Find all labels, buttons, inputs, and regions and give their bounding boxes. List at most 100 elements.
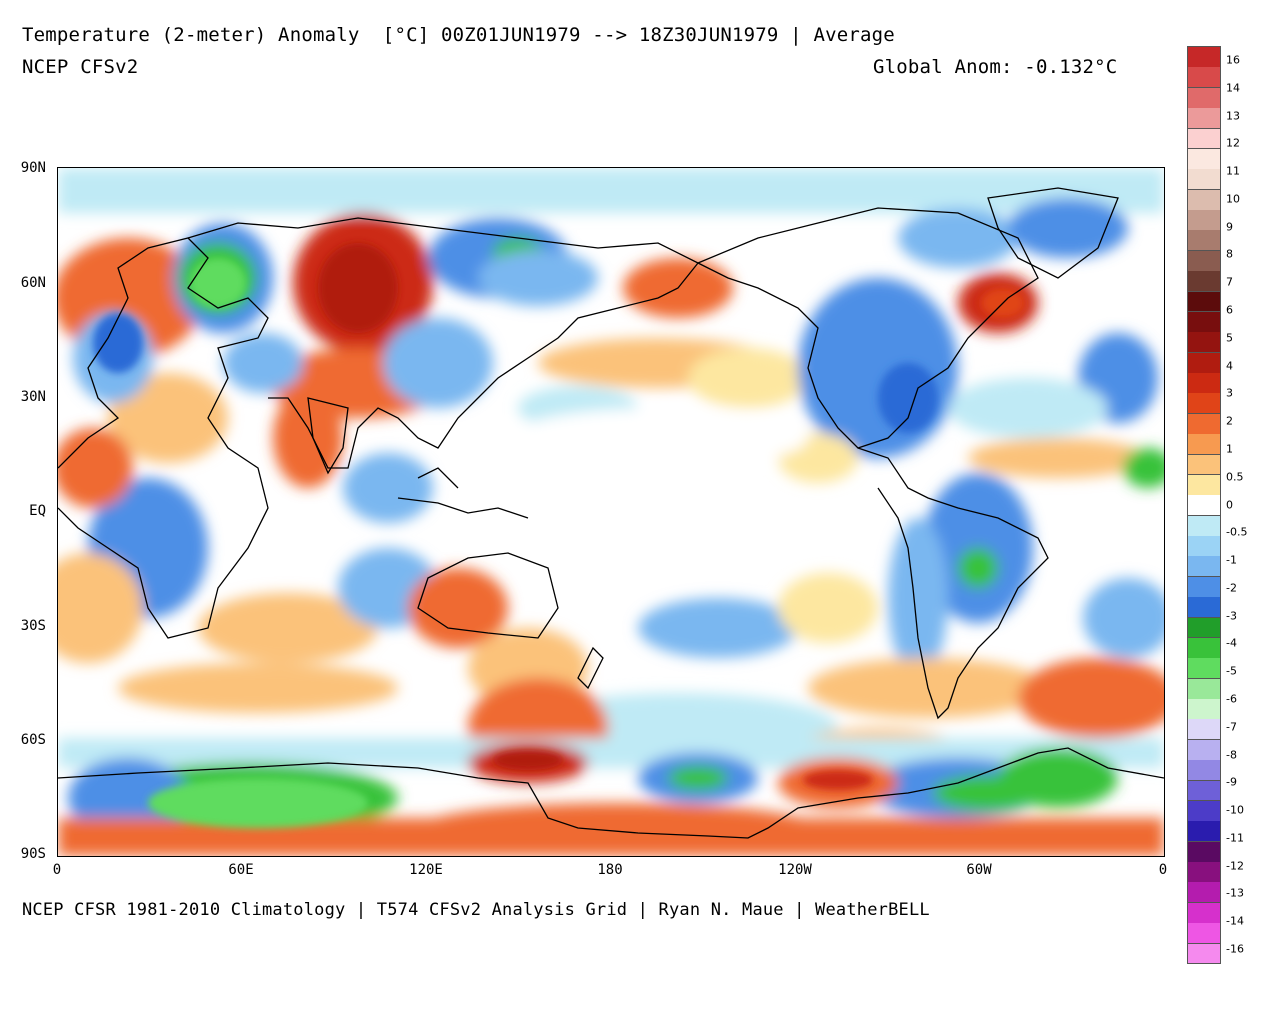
lon-label-60e: 60E [228,862,254,878]
colorbar-label: -10 [1226,803,1244,817]
colorbar-segment [1187,393,1221,415]
colorbar-segment [1187,637,1221,659]
colorbar-segment [1187,882,1221,904]
colorbar-segment [1187,434,1221,456]
lat-label-30s: 30S [20,618,46,634]
colorbar-label: 16 [1226,53,1240,67]
colorbar-segment [1187,47,1221,68]
lat-label-60s: 60S [20,732,46,748]
colorbar-label: 6 [1226,303,1233,317]
colorbar-label: -5 [1226,664,1237,678]
colorbar-label: 2 [1226,414,1233,428]
lat-label-90n: 90N [20,160,46,176]
colorbar-label: 12 [1226,136,1240,150]
colorbar-segment [1187,719,1221,741]
colorbar-segment [1187,678,1221,700]
lon-label-120w: 120W [778,862,812,878]
colorbar-segment [1187,128,1221,150]
colorbar-segment [1187,373,1221,394]
colorbar-segment [1187,250,1221,272]
colorbar-segment [1187,454,1221,476]
colorbar-segment [1187,658,1221,680]
colorbar-label: 13 [1226,109,1240,123]
model-name: NCEP CFSv2 [22,56,139,78]
colorbar [1187,46,1221,965]
colorbar-segment [1187,821,1221,843]
colorbar-label: -14 [1226,914,1244,928]
colorbar-segment [1187,474,1221,496]
lat-label-eq: EQ [29,503,46,519]
colorbar-segment [1187,189,1221,211]
colorbar-label: -13 [1226,886,1244,900]
colorbar-label: -0.5 [1226,525,1248,539]
coastlines [58,187,1164,839]
colorbar-segment [1187,699,1221,720]
map-title: Temperature (2-meter) Anomaly [°C] 00Z01… [22,24,895,46]
colorbar-segment [1187,556,1221,578]
colorbar-label: -7 [1226,720,1237,734]
colorbar-segment [1187,760,1221,782]
colorbar-label: -12 [1226,859,1244,873]
colorbar-segment [1187,291,1221,313]
colorbar-segment [1187,148,1221,170]
colorbar-segment [1187,271,1221,293]
colorbar-segment [1187,800,1221,822]
colorbar-label: 10 [1226,192,1240,206]
colorbar-label: -11 [1226,831,1244,845]
colorbar-label: 11 [1226,164,1240,178]
colorbar-segment [1187,230,1221,252]
lat-label-90s: 90S [20,846,46,862]
colorbar-segment [1187,576,1221,598]
lon-label-0-left: 0 [52,862,62,878]
colorbar-segment [1187,332,1221,354]
colorbar-label: 3 [1226,386,1233,400]
colorbar-segment [1187,352,1221,374]
colorbar-label: -16 [1226,942,1244,956]
lat-label-30n: 30N [20,389,46,405]
colorbar-label: -6 [1226,692,1237,706]
anomaly-map [57,167,1165,857]
colorbar-segment [1187,169,1221,191]
anomaly-detail [93,243,1025,828]
colorbar-label: -9 [1226,775,1237,789]
lon-label-60w: 60W [966,862,992,878]
colorbar-segment [1187,495,1221,517]
colorbar-segment [1187,943,1221,965]
colorbar-segment [1187,87,1221,109]
lon-label-120e: 120E [409,862,443,878]
colorbar-label: -2 [1226,581,1237,595]
colorbar-segment [1187,923,1221,945]
colorbar-segment [1187,536,1221,557]
colorbar-label: -3 [1226,609,1237,623]
anomaly-map-canvas [58,168,1164,856]
global-anomaly-value: Global Anom: -0.132°C [873,56,1118,78]
colorbar-segment [1187,739,1221,761]
colorbar-segment [1187,597,1221,619]
colorbar-label: 0 [1226,498,1233,511]
colorbar-label: 8 [1226,247,1233,261]
colorbar-segment [1187,311,1221,333]
colorbar-label: -4 [1226,636,1237,650]
colorbar-segment [1187,515,1221,537]
lon-label-0-right: 0 [1158,862,1168,878]
map-footer: NCEP CFSR 1981-2010 Climatology | T574 C… [22,900,930,920]
colorbar-label: 14 [1226,81,1240,95]
colorbar-label: 4 [1226,359,1233,373]
colorbar-segment [1187,210,1221,231]
colorbar-segment [1187,413,1221,435]
colorbar-label: 7 [1226,275,1233,289]
colorbar-segment [1187,617,1221,639]
colorbar-segment [1187,902,1221,924]
colorbar-segment [1187,862,1221,883]
colorbar-label: 9 [1226,220,1233,234]
lat-label-60n: 60N [20,275,46,291]
colorbar-label: -1 [1226,553,1237,567]
colorbar-label: 5 [1226,331,1233,345]
colorbar-label: 1 [1226,442,1233,456]
colorbar-label: 0.5 [1226,470,1244,484]
colorbar-segment [1187,108,1221,129]
colorbar-label: -8 [1226,748,1237,762]
colorbar-segment [1187,67,1221,89]
colorbar-segment [1187,780,1221,802]
colorbar-segment [1187,841,1221,863]
